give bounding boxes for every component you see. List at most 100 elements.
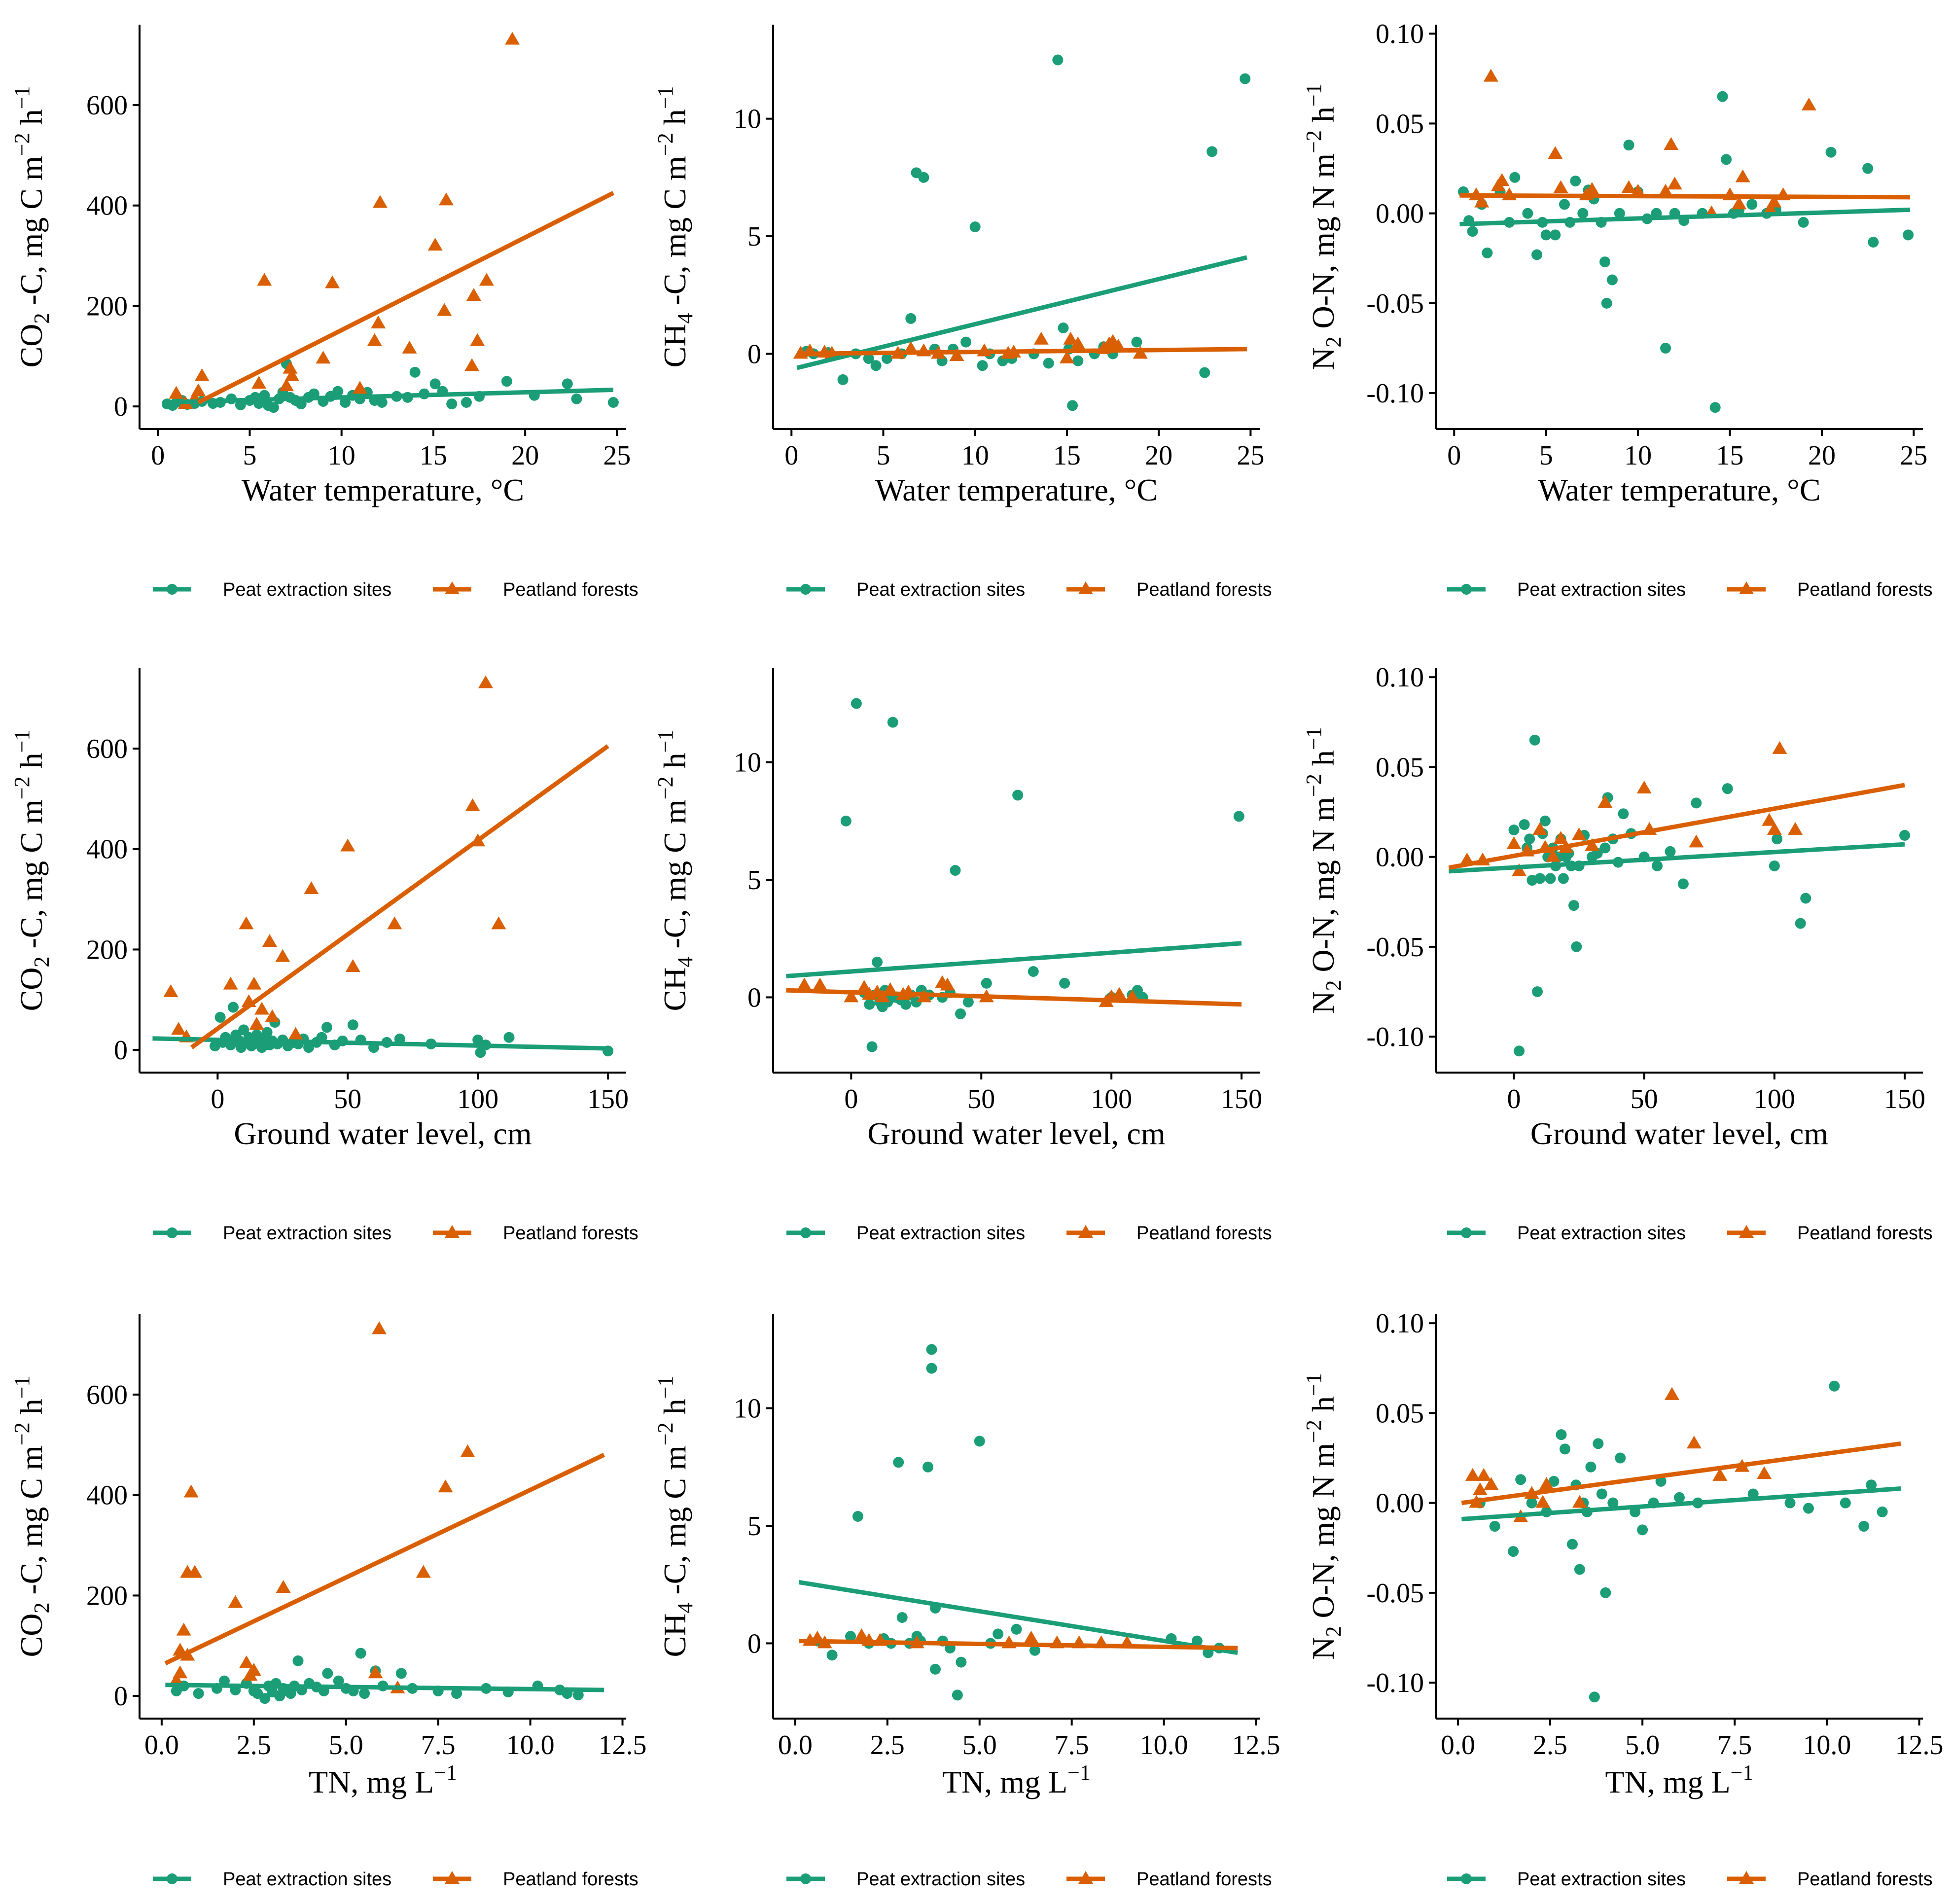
- peatland-forests-legend-label: Peatland forests: [503, 579, 639, 600]
- y-tick-label: 0.05: [1376, 752, 1424, 783]
- peat-extraction-point: [981, 977, 992, 989]
- peat-extraction-point: [333, 1675, 344, 1687]
- peatland-forests-point: [875, 989, 890, 1003]
- peatland-forests-point: [940, 977, 955, 991]
- peat-extraction-point: [1577, 208, 1589, 219]
- x-tick-label: 20: [511, 440, 539, 471]
- peat-extraction-legend-marker: [167, 1227, 177, 1238]
- y-tick-label: 5: [747, 221, 761, 252]
- peat-extraction-point: [1029, 1645, 1040, 1656]
- peat-extraction-point: [893, 1457, 904, 1468]
- peat-extraction-point: [896, 1612, 908, 1623]
- peat-extraction-point: [1052, 54, 1064, 66]
- peatland-forests-point: [844, 989, 859, 1003]
- peat-extraction-point: [303, 1042, 315, 1053]
- x-tick-label: 100: [457, 1084, 498, 1114]
- peatland-forests-point: [1762, 813, 1777, 826]
- peatland-forests-point: [265, 1009, 280, 1022]
- peat-extraction-point: [1539, 815, 1551, 826]
- peatland-forests-point: [223, 976, 238, 990]
- peat-extraction-trend-line: [796, 255, 1248, 370]
- peat-extraction-point: [355, 1648, 366, 1659]
- peatland-forests-legend-marker: [1078, 1871, 1093, 1884]
- peatland-forests-trend-line: [1459, 193, 1910, 200]
- peatland-forests-point: [194, 368, 210, 381]
- peat-extraction-legend-marker: [167, 1873, 177, 1884]
- peatland-forests-point: [1665, 1387, 1680, 1400]
- peatland-forests-point: [416, 1565, 431, 1578]
- peat-extraction-point: [1509, 172, 1521, 183]
- y-tick-label: -0.05: [1366, 932, 1424, 963]
- y-tick-label: 200: [86, 291, 128, 322]
- y-tick-label: 600: [86, 1380, 128, 1410]
- x-tick-label: 0: [1447, 440, 1461, 471]
- peat-extraction-point: [1800, 893, 1811, 904]
- x-axis-title: TN, mg L−1: [1605, 1760, 1753, 1799]
- peatland-forests-legend-marker: [1739, 581, 1754, 594]
- peat-extraction-point: [837, 374, 849, 385]
- peat-extraction-point: [1637, 1524, 1648, 1536]
- x-tick-label: 7.5: [421, 1730, 456, 1760]
- peat-extraction-point: [1531, 249, 1543, 260]
- y-tick-label: 10: [734, 748, 761, 778]
- peat-extraction-point: [887, 717, 898, 728]
- peat-extraction-point: [1570, 176, 1581, 187]
- peatland-forests-point: [251, 376, 267, 389]
- peatland-forests-point: [249, 1017, 264, 1030]
- peat-extraction-point: [1674, 1492, 1685, 1503]
- peat-extraction-point: [461, 397, 472, 408]
- x-tick-label: 50: [1631, 1084, 1658, 1114]
- peat-extraction-point: [1559, 199, 1570, 210]
- peat-extraction-legend-label: Peat extraction sites: [1517, 579, 1686, 600]
- peat-extraction-point: [501, 376, 512, 387]
- peat-extraction-point: [1606, 274, 1618, 286]
- peatland-forests-point: [163, 984, 178, 997]
- y-axis-title: CH4 -C, mg C m−2 h−1: [653, 86, 697, 368]
- peat-extraction-point: [1012, 790, 1024, 801]
- peatland-forests-point: [1621, 180, 1636, 193]
- x-tick-label: 0: [1507, 1084, 1521, 1114]
- peatland-forests-point: [1686, 1436, 1702, 1449]
- y-tick-label: 600: [86, 734, 128, 764]
- peat-extraction-point: [1571, 941, 1582, 952]
- peat-extraction-legend-label: Peat extraction sites: [1517, 1223, 1686, 1244]
- peat-extraction-point: [1568, 900, 1580, 911]
- peat-extraction-point: [926, 1363, 937, 1374]
- peat-extraction-legend-marker: [167, 584, 177, 595]
- peat-extraction-legend-label: Peat extraction sites: [856, 579, 1025, 600]
- peatland-forests-point: [1597, 795, 1613, 808]
- x-tick-label: 0.0: [778, 1730, 813, 1760]
- peat-extraction-point: [1467, 226, 1478, 237]
- peat-extraction-point: [1614, 208, 1625, 219]
- x-axis-title: Ground water level, cm: [234, 1116, 532, 1151]
- peatland-forests-point: [491, 916, 506, 930]
- x-tick-label: 150: [587, 1084, 629, 1114]
- peat-extraction-point: [607, 397, 619, 408]
- y-tick-label: 0: [114, 1035, 128, 1066]
- peat-extraction-point: [1534, 873, 1546, 884]
- peatland-forests-point: [1483, 69, 1498, 82]
- peatland-forests-point: [183, 1484, 199, 1498]
- peatland-forests-point: [1539, 1477, 1554, 1490]
- y-tick-label: 400: [86, 1480, 128, 1511]
- peat-extraction-point: [926, 1344, 937, 1355]
- peatland-forests-point: [1111, 987, 1127, 1000]
- peatland-forests-point: [372, 195, 388, 208]
- x-tick-label: 10: [1624, 440, 1652, 471]
- peatland-forests-point: [1585, 838, 1600, 851]
- y-tick-label: 5: [747, 1511, 761, 1542]
- peatland-forests-point: [1732, 196, 1747, 210]
- y-tick-label: 0.10: [1376, 662, 1424, 693]
- peat-extraction-point: [1526, 1497, 1537, 1509]
- peat-extraction-legend-marker: [800, 1873, 811, 1884]
- peat-extraction-point: [863, 353, 874, 364]
- peat-extraction-point: [562, 378, 573, 390]
- peat-extraction-point: [571, 393, 582, 404]
- peat-extraction-point: [1043, 358, 1054, 369]
- peat-extraction-trend-line: [1449, 842, 1905, 874]
- peatland-forests-point: [1689, 834, 1704, 848]
- peatland-forests-point: [325, 275, 340, 288]
- peat-extraction-point: [1840, 1497, 1851, 1509]
